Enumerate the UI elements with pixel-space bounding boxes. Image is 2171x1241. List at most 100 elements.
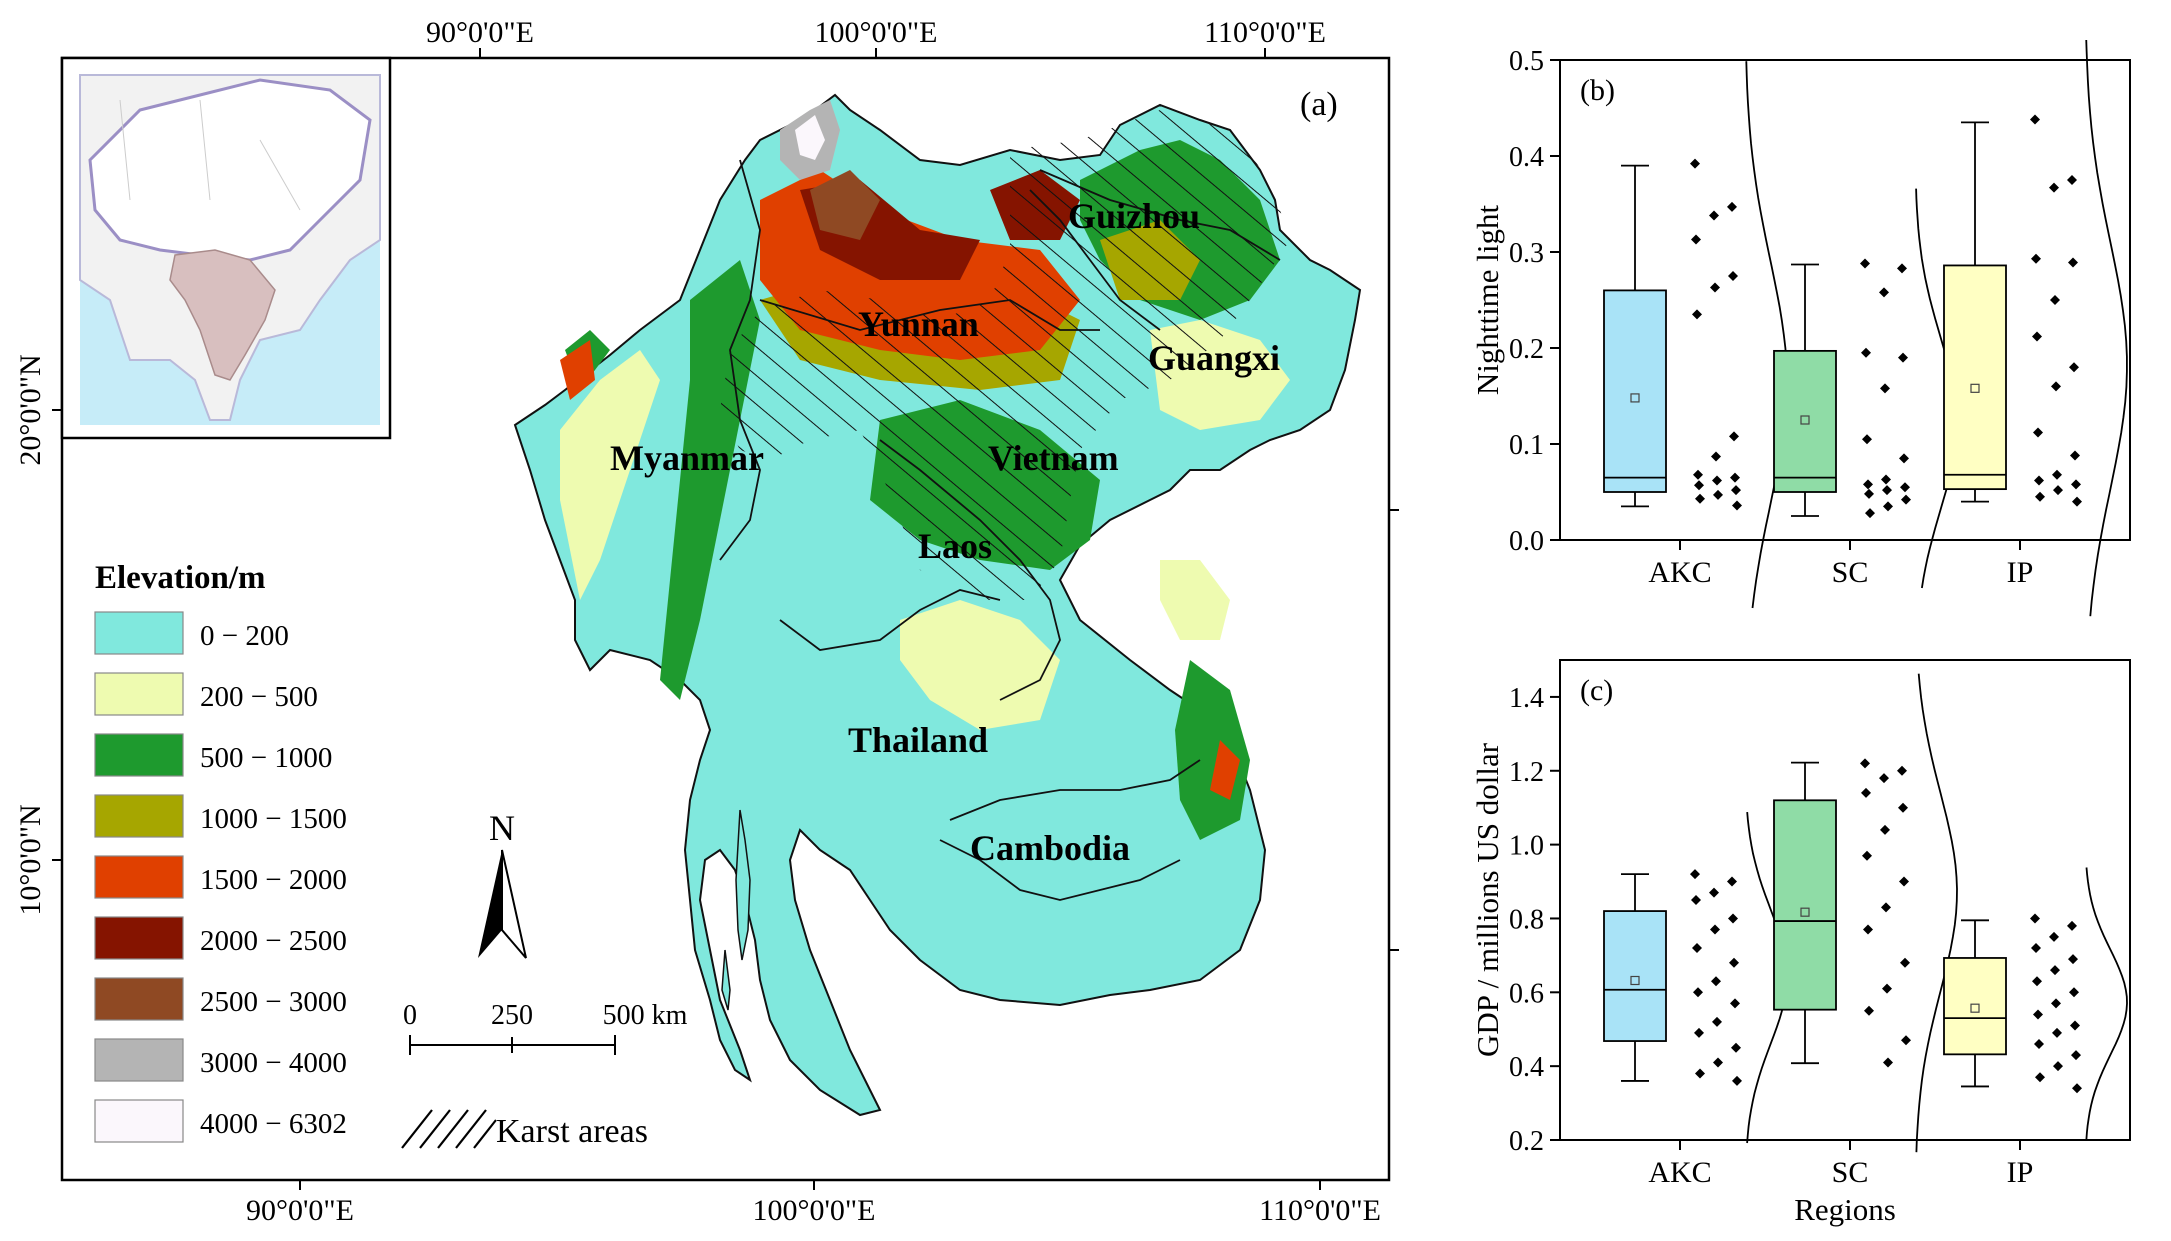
elevation-2500-3000-areas bbox=[810, 170, 880, 240]
data-point bbox=[1691, 895, 1701, 905]
andaman-islands bbox=[721, 809, 751, 1011]
gdp-boxplot: 0.2 0.4 0.6 0.8 1.0 1.2 1.4 AKC SC IP GDP / millio… bbox=[1470, 659, 2131, 1227]
legend-item-label: 2500 − 3000 bbox=[200, 986, 347, 1018]
data-point bbox=[2035, 491, 2045, 502]
box-sc bbox=[1773, 188, 1958, 589]
data-point bbox=[1864, 488, 1874, 499]
box-akc bbox=[1603, 812, 1788, 1144]
data-point bbox=[1863, 479, 1873, 490]
country-boundaries bbox=[719, 159, 1281, 901]
data-point bbox=[2053, 1061, 2063, 1072]
data-point bbox=[2052, 1027, 2062, 1038]
data-point bbox=[1695, 493, 1705, 504]
data-point bbox=[1900, 957, 1910, 968]
data-point bbox=[2033, 1009, 2043, 1020]
legend-item-label: 500 − 1000 bbox=[200, 742, 332, 774]
data-point bbox=[1694, 480, 1704, 491]
box-body bbox=[1773, 799, 1837, 1011]
legend-swatch bbox=[94, 1099, 184, 1143]
data-point bbox=[1712, 1016, 1722, 1027]
y-tick-label: 0.2 bbox=[1509, 1126, 1544, 1157]
box-sc bbox=[1773, 673, 1958, 1153]
data-point bbox=[1880, 383, 1890, 394]
data-point bbox=[1729, 957, 1739, 968]
data-point bbox=[1863, 924, 1873, 935]
legend-swatch bbox=[94, 916, 184, 960]
data-point bbox=[2069, 362, 2079, 373]
data-point bbox=[2070, 450, 2080, 461]
data-point bbox=[2050, 965, 2060, 976]
y-tick-label: 0.4 bbox=[1509, 1052, 1544, 1083]
data-point bbox=[1901, 1035, 1911, 1046]
box-body bbox=[1943, 957, 2007, 1056]
x-tick-label-akc: AKC bbox=[1648, 1156, 1711, 1189]
data-point bbox=[2033, 427, 2043, 438]
scale-tick-500: 500 km bbox=[603, 1000, 688, 1031]
data-point bbox=[2034, 1039, 2044, 1049]
data-point bbox=[1712, 475, 1722, 486]
legend-item-label: 1000 − 1500 bbox=[200, 803, 347, 835]
y-tick-label: 0.6 bbox=[1509, 978, 1544, 1009]
y-tick-label: 1.0 bbox=[1509, 831, 1544, 862]
data-point bbox=[1730, 472, 1740, 483]
legend-swatch bbox=[94, 977, 184, 1021]
mean-marker bbox=[1800, 907, 1810, 917]
density-curve bbox=[1915, 673, 1958, 1153]
data-point bbox=[1729, 431, 1739, 442]
data-point bbox=[1862, 434, 1872, 445]
density-curve bbox=[2085, 867, 2128, 1140]
data-point bbox=[2051, 998, 2061, 1009]
inset-locator-map bbox=[60, 56, 392, 440]
data-point bbox=[1865, 508, 1875, 519]
data-point bbox=[1709, 887, 1719, 898]
data-point bbox=[1861, 787, 1871, 798]
mean-marker bbox=[1630, 975, 1640, 986]
data-point bbox=[2034, 475, 2044, 486]
data-point bbox=[2072, 496, 2082, 507]
map-panel-label: (a) bbox=[1300, 86, 1338, 123]
y-tick-label: 1.2 bbox=[1509, 757, 1544, 788]
data-point bbox=[1860, 758, 1870, 769]
data-point bbox=[1898, 352, 1908, 363]
north-arrow: N bbox=[478, 808, 527, 959]
data-point bbox=[1879, 773, 1889, 784]
data-point bbox=[2071, 1050, 2081, 1061]
data-point bbox=[2072, 1083, 2082, 1094]
data-point bbox=[2032, 331, 2042, 342]
data-point bbox=[1710, 282, 1720, 293]
elevation-legend: Elevation/m 0 − 200 200 − 500 500 − 1000 10… bbox=[94, 560, 648, 1150]
lon-label-bottom-90: 90°0'0"E bbox=[246, 1194, 354, 1227]
data-point bbox=[2031, 943, 2041, 953]
data-point bbox=[2067, 920, 2077, 931]
data-point bbox=[2068, 954, 2078, 965]
mean-marker bbox=[1970, 1003, 1980, 1013]
data-point bbox=[1882, 983, 1892, 994]
legend-item-label: 200 − 500 bbox=[200, 681, 318, 713]
data-point bbox=[1879, 287, 1889, 298]
data-point bbox=[2030, 114, 2040, 125]
data-point bbox=[2067, 175, 2077, 185]
legend-item-label: 3000 − 4000 bbox=[200, 1047, 347, 1079]
data-point bbox=[1897, 263, 1907, 274]
data-point bbox=[1900, 482, 1910, 493]
y-tick-label: 0.4 bbox=[1509, 142, 1544, 173]
data-point bbox=[2053, 485, 2063, 496]
data-point bbox=[1727, 201, 1737, 212]
plot-frame bbox=[1559, 59, 2131, 541]
region-label-guizhou: Guizhou bbox=[1068, 196, 1200, 236]
data-point bbox=[1883, 1057, 1893, 1068]
data-point bbox=[1881, 902, 1891, 913]
lat-label-left-10: 10°0'0"N bbox=[14, 804, 47, 915]
y-tick-label: 1.4 bbox=[1509, 683, 1544, 714]
mean-marker bbox=[1970, 383, 1980, 393]
data-point bbox=[2049, 931, 2059, 942]
data-point bbox=[1692, 309, 1702, 320]
lon-label-top-90: 90°0'0"E bbox=[426, 16, 534, 49]
data-point bbox=[1692, 943, 1702, 953]
data-point bbox=[1901, 494, 1911, 505]
box-body bbox=[1603, 289, 1667, 493]
region-label-guangxi: Guangxi bbox=[1148, 338, 1280, 378]
box-ip bbox=[1943, 40, 2128, 617]
data-point bbox=[1695, 1068, 1705, 1079]
region-label-thailand: Thailand bbox=[848, 720, 988, 760]
